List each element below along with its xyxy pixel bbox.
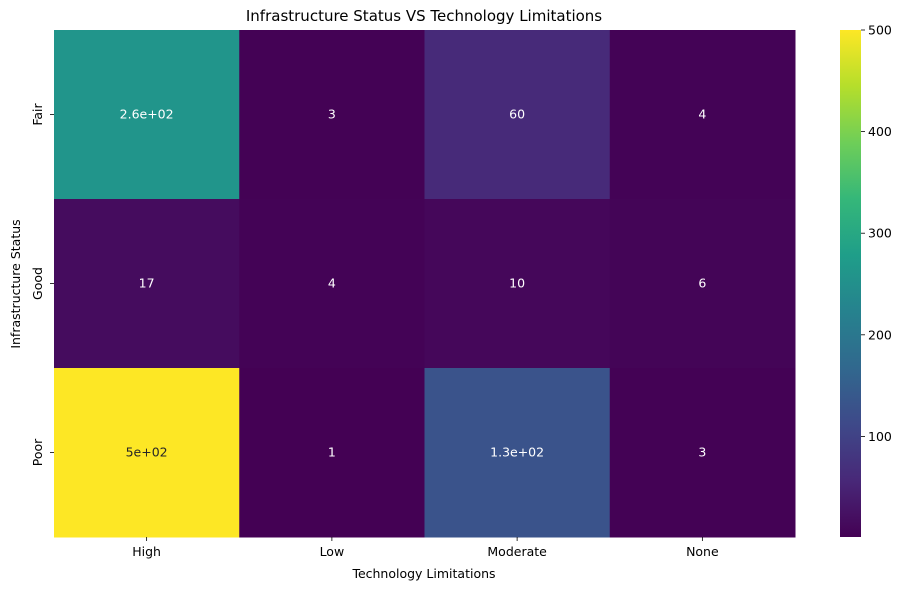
heatmap-cell (239, 30, 425, 200)
cell-value-label: 4 (698, 107, 706, 122)
x-tick-label: None (686, 544, 719, 559)
colorbar-tick-label: 200 (868, 327, 892, 342)
x-axis-ticks: High Low Moderate None (132, 537, 719, 559)
y-tick-label: Good (30, 267, 45, 300)
cell-value-label: 2.6e+02 (120, 107, 174, 122)
colorbar-tick-label: 500 (868, 23, 892, 38)
colorbar-tick-label: 100 (868, 429, 892, 444)
cell-value-label: 5e+02 (126, 445, 168, 460)
heatmap-cell (609, 30, 796, 200)
heatmap-cell (54, 368, 240, 538)
cell-value-label: 1 (328, 445, 336, 460)
y-tick-label: Poor (30, 438, 45, 466)
heatmap-cell (239, 368, 425, 538)
colorbar-tick-label: 400 (868, 124, 892, 139)
colorbar-ticks: 100 200 300 400 500 (861, 23, 892, 444)
heatmap-cell (424, 368, 611, 538)
colorbar-tick-label: 300 (868, 226, 892, 241)
y-axis-ticks: Fair Good Poor (30, 102, 54, 466)
x-tick-label: Moderate (487, 544, 547, 559)
cell-value-label: 6 (698, 276, 706, 291)
heatmap-cell (54, 199, 240, 369)
x-tick-label: Low (320, 544, 345, 559)
heatmap-cell (424, 199, 611, 369)
y-tick-label: Fair (30, 102, 45, 125)
chart-title: Infrastructure Status VS Technology Limi… (246, 7, 602, 25)
cell-value-label: 4 (328, 276, 336, 291)
x-tick-label: High (132, 544, 161, 559)
heatmap-cell (54, 30, 240, 200)
cell-value-label: 17 (139, 276, 155, 291)
y-axis-label: Infrastructure Status (8, 219, 23, 348)
colorbar (840, 30, 861, 537)
cell-value-label: 3 (328, 107, 336, 122)
heatmap-cell (609, 199, 796, 369)
x-axis-label: Technology Limitations (351, 566, 495, 581)
cell-value-label: 60 (509, 107, 525, 122)
heatmap-cell (424, 30, 611, 200)
heatmap-cell (609, 368, 796, 538)
heatmap-cells: 2.6e+02 3 60 4 17 4 10 6 5e+02 1 1.3e+02 3 (54, 30, 796, 538)
cell-value-label: 3 (698, 445, 706, 460)
heatmap-cell (239, 199, 425, 369)
cell-value-label: 10 (509, 276, 525, 291)
cell-value-label: 1.3e+02 (490, 445, 544, 460)
